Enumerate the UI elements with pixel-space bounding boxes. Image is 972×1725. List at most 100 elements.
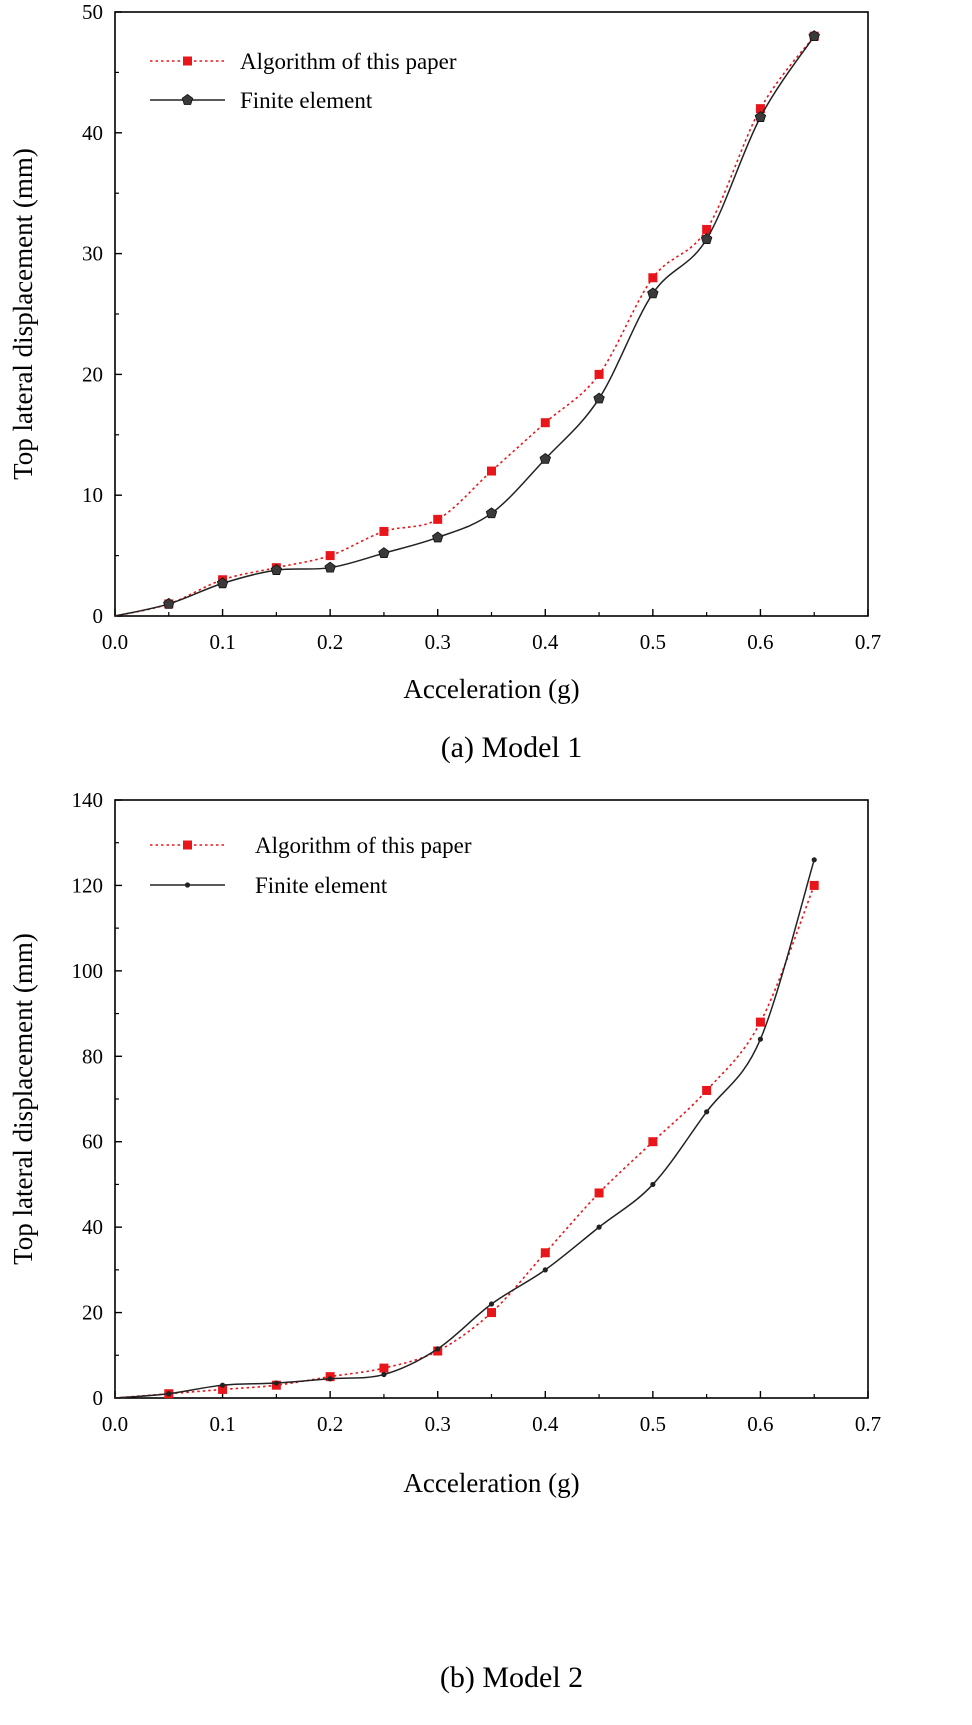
data-point <box>811 857 817 863</box>
legend: Algorithm of this paper Finite element <box>150 49 457 113</box>
y-tick-label: 40 <box>82 1215 103 1239</box>
data-point <box>593 392 605 404</box>
x-tick-label: 0.4 <box>532 630 559 654</box>
data-point <box>540 1248 550 1258</box>
data-point <box>702 224 712 234</box>
data-point <box>647 287 659 299</box>
data-point <box>702 1085 712 1095</box>
data-point <box>700 233 713 244</box>
data-point <box>754 111 767 122</box>
figure-caption: (a) Model 1 <box>441 731 583 764</box>
y-axis-title: Top lateral displacement (mm) <box>8 933 38 1265</box>
data-point <box>378 547 390 559</box>
x-tick-label: 0.5 <box>640 1412 666 1436</box>
data-point <box>648 273 658 283</box>
data-point <box>219 1382 226 1388</box>
y-tick-label: 60 <box>82 1130 103 1154</box>
y-axis-title: Top lateral displacement (mm) <box>8 148 38 480</box>
x-tick-label: 0.7 <box>855 630 881 654</box>
x-tick-label: 0.3 <box>425 1412 451 1436</box>
y-tick-label: 20 <box>82 362 103 386</box>
series-line <box>114 885 815 1399</box>
data-point <box>488 1301 495 1307</box>
y-tick-label: 0 <box>93 1386 104 1410</box>
data-point <box>432 531 444 543</box>
series-finite-element <box>114 857 817 1399</box>
data-point <box>327 1376 333 1382</box>
series-algorithm <box>114 31 819 617</box>
series-algorithm <box>114 880 819 1399</box>
data-point <box>485 507 498 519</box>
y-tick-label: 140 <box>72 788 104 812</box>
data-point <box>808 30 820 42</box>
figure-caption: (b) Model 2 <box>440 1661 583 1694</box>
data-point <box>650 1181 656 1188</box>
data-point <box>539 452 551 464</box>
x-tick-label: 0.0 <box>102 1412 128 1436</box>
x-axis-title: Acceleration (g) <box>403 674 579 704</box>
legend-marker <box>183 840 192 850</box>
chart-2: 0.0 0.1 0.2 0.3 0.4 0.5 0.6 0.7 0 20 40 60 80 100 120 1… <box>8 788 881 1694</box>
x-tick-label: 0.3 <box>425 630 451 654</box>
legend-marker <box>181 94 194 105</box>
data-point <box>433 514 443 524</box>
data-point <box>166 1391 172 1397</box>
x-tick-label: 0.2 <box>317 630 343 654</box>
data-point <box>540 418 550 428</box>
y-tick-label: 40 <box>82 121 103 145</box>
x-tick-label: 0.1 <box>209 1412 235 1436</box>
data-point <box>273 1380 279 1386</box>
x-axis-title: Acceleration (g) <box>403 1468 579 1498</box>
y-tick-label: 50 <box>82 0 103 24</box>
series-line <box>114 859 815 1399</box>
data-point <box>596 1224 602 1230</box>
data-point <box>542 1267 548 1273</box>
series-line <box>114 35 815 617</box>
data-point <box>487 466 496 476</box>
chart-1: 0.0 0.1 0.2 0.3 0.4 0.5 0.6 0.7 0 10 20 30 40 50 Accel… <box>8 0 881 764</box>
x-tick-label: 0.7 <box>855 1412 881 1436</box>
x-tick-label: 0.5 <box>640 630 666 654</box>
data-point <box>435 1346 441 1352</box>
plot-frame <box>114 11 869 617</box>
data-point <box>487 1308 496 1318</box>
data-point <box>379 526 389 536</box>
data-point <box>755 104 765 114</box>
legend-label: Algorithm of this paper <box>240 49 457 74</box>
data-point <box>163 597 175 609</box>
legend-marker <box>183 56 192 66</box>
y-tick-label: 100 <box>72 959 104 983</box>
legend-label: Finite element <box>240 88 373 113</box>
x-tick-label: 0.2 <box>317 1412 343 1436</box>
y-tick-label: 10 <box>82 483 103 507</box>
data-point <box>704 1109 710 1115</box>
y-tick-label: 20 <box>82 1301 103 1325</box>
data-point <box>218 1384 228 1394</box>
x-tick-label: 0.6 <box>747 630 773 654</box>
data-point <box>325 551 335 561</box>
data-point <box>648 1137 658 1147</box>
data-point <box>270 564 283 575</box>
y-tick-label: 120 <box>72 873 104 897</box>
legend-marker <box>184 882 191 888</box>
x-tick-label: 0.6 <box>747 1412 773 1436</box>
data-point <box>216 577 229 589</box>
y-tick-label: 30 <box>82 242 103 266</box>
data-point <box>594 1188 604 1198</box>
data-point <box>755 1017 765 1027</box>
data-point <box>381 1371 387 1378</box>
legend-label: Finite element <box>255 873 388 898</box>
y-tick-label: 0 <box>93 604 104 628</box>
x-tick-label: 0.1 <box>209 630 235 654</box>
data-point <box>757 1036 764 1042</box>
data-point <box>324 561 336 573</box>
data-point <box>379 1363 389 1373</box>
y-tick-label: 80 <box>82 1044 103 1068</box>
data-point <box>809 880 819 890</box>
legend: Algorithm of this paper Finite element <box>150 833 472 898</box>
x-tick-label: 0.4 <box>532 1412 559 1436</box>
x-tick-label: 0.0 <box>102 630 128 654</box>
data-point <box>594 369 604 379</box>
legend-label: Algorithm of this paper <box>255 833 472 858</box>
